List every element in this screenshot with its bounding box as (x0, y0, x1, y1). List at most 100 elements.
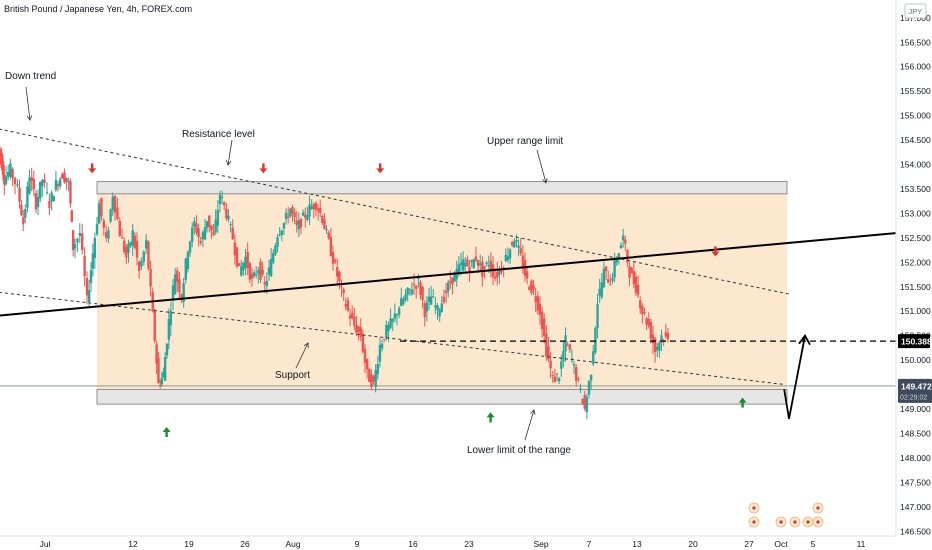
y-tick-label: 153.500 (900, 184, 931, 194)
candle-body (555, 373, 559, 375)
candle-body (575, 367, 578, 381)
candle-body (97, 203, 101, 224)
candle-body (69, 181, 72, 204)
candle-body (406, 287, 409, 295)
candle-body (423, 303, 426, 318)
candle-body (1, 160, 5, 176)
range-box (97, 193, 787, 390)
annotation-pointer (227, 139, 233, 166)
annotation-pointer (295, 342, 309, 369)
candle-body (353, 316, 356, 326)
candle-body (225, 208, 228, 219)
candle-body (617, 253, 621, 258)
candle-body (656, 346, 659, 351)
candle-body (372, 375, 375, 382)
candle-body (39, 181, 42, 199)
candle-body (105, 232, 108, 238)
candle-body (344, 303, 347, 307)
candle-body (664, 332, 667, 337)
candles-group (0, 146, 670, 419)
candle-body (167, 318, 171, 340)
candle-body (402, 299, 405, 305)
candle-body (336, 267, 339, 277)
candle-body (214, 219, 217, 233)
candle-body (464, 262, 467, 267)
candle-body (365, 358, 369, 370)
candle-body (649, 322, 653, 339)
candle-body (429, 296, 433, 305)
candle-body (504, 254, 507, 262)
candle-body (338, 271, 341, 282)
candle-body (476, 259, 480, 266)
candle-body (250, 273, 254, 279)
candle-body (109, 209, 112, 222)
x-tick-label: Oct (774, 539, 788, 549)
candle-body (449, 280, 452, 283)
candle-body (310, 206, 313, 209)
candle-body (658, 342, 661, 351)
annotation-label: Resistance level (182, 129, 255, 140)
candle-body (323, 219, 326, 230)
x-tick-label: 23 (464, 539, 474, 549)
x-tick-label: Sep (533, 539, 548, 549)
candle-body (333, 259, 337, 263)
candle-body (123, 240, 126, 252)
candle-body (95, 224, 99, 235)
candle-body (557, 378, 561, 382)
candle-body (272, 253, 275, 263)
candle-body (133, 235, 137, 248)
candle-body (536, 296, 539, 311)
candle-body (188, 241, 192, 253)
annotation-arrowhead (26, 115, 33, 121)
projection-arrowhead (798, 333, 811, 346)
candle-body (508, 249, 512, 259)
annotation-pointer (536, 149, 547, 184)
candle-body (233, 242, 237, 256)
candle-body (592, 351, 595, 365)
support-line (0, 291, 786, 386)
current-price-label: 149.472 (901, 381, 932, 391)
event-marker-dot (816, 506, 820, 510)
annotation-pointer (25, 86, 31, 121)
candle-body (359, 327, 362, 337)
candle-body (596, 304, 599, 329)
candle-body (231, 228, 234, 240)
candle-body (248, 263, 251, 280)
candle-body (444, 290, 448, 294)
sell-arrow-icon (88, 163, 97, 174)
candle-body (391, 318, 394, 322)
trendline-up (0, 231, 898, 317)
candle-body (70, 210, 73, 222)
y-tick-label: 148.000 (900, 453, 931, 463)
candle-body (120, 237, 124, 239)
candle-body (28, 177, 31, 194)
candle-body (193, 221, 196, 227)
candle-body (534, 296, 537, 303)
candle-body (393, 313, 397, 319)
candle-body (427, 296, 431, 303)
candle-body (385, 325, 388, 339)
candle-body (613, 260, 616, 278)
candle-body (176, 270, 179, 282)
candle-body (370, 374, 373, 388)
level-badge-label: 150.388 (901, 337, 932, 347)
candle-body (267, 267, 271, 275)
candle-body (483, 266, 486, 270)
buy-arrow-icon (738, 397, 747, 408)
candle-body (71, 230, 75, 251)
candle-body (357, 326, 360, 332)
candle-body (280, 230, 283, 235)
candle-body (197, 228, 200, 238)
candle-body (361, 334, 365, 352)
candle-body (195, 223, 198, 233)
candle-body (240, 266, 243, 276)
candle-body (157, 357, 160, 384)
candle-body (459, 262, 463, 266)
candle-body (513, 241, 516, 248)
candle-body (577, 378, 580, 380)
candle-body (153, 311, 156, 341)
candle-body (468, 266, 471, 274)
candle-body (325, 229, 328, 231)
